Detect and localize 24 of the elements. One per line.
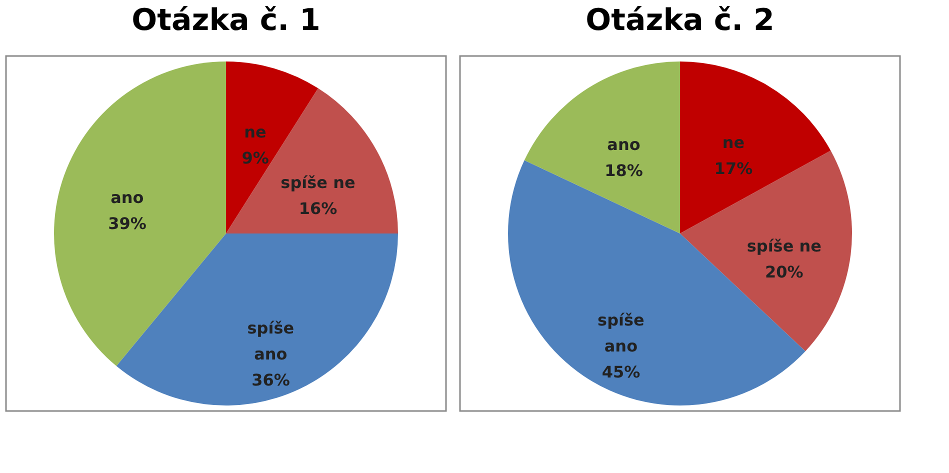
pie-slice (680, 62, 831, 234)
data-label: 45% (602, 362, 640, 382)
slice-label: ano (607, 134, 640, 154)
slice-label: spíše ano (598, 310, 645, 356)
slice-label: ne (722, 133, 745, 152)
chart-title: Otázka č. 2 (586, 3, 774, 38)
pie-slice (524, 62, 680, 234)
slice-label: ne (244, 122, 267, 142)
pie-slice (680, 150, 852, 352)
data-label: 17% (714, 159, 753, 178)
data-label: 18% (604, 160, 643, 180)
data-label: 39% (108, 214, 146, 233)
slice-label: spíše ano (247, 318, 294, 364)
data-label: 36% (252, 370, 290, 390)
data-label: 20% (765, 262, 804, 282)
data-label: 9% (242, 148, 269, 168)
slice-label: spíše ne (746, 236, 822, 256)
slice-label: spíše ne (280, 172, 356, 192)
slice-label: ano (110, 188, 144, 207)
pie-slice (116, 234, 398, 406)
pie-slice (54, 62, 226, 366)
data-label: 16% (298, 198, 338, 218)
pie-slice (226, 88, 398, 234)
chart-title: Otázka č. 1 (132, 3, 320, 38)
